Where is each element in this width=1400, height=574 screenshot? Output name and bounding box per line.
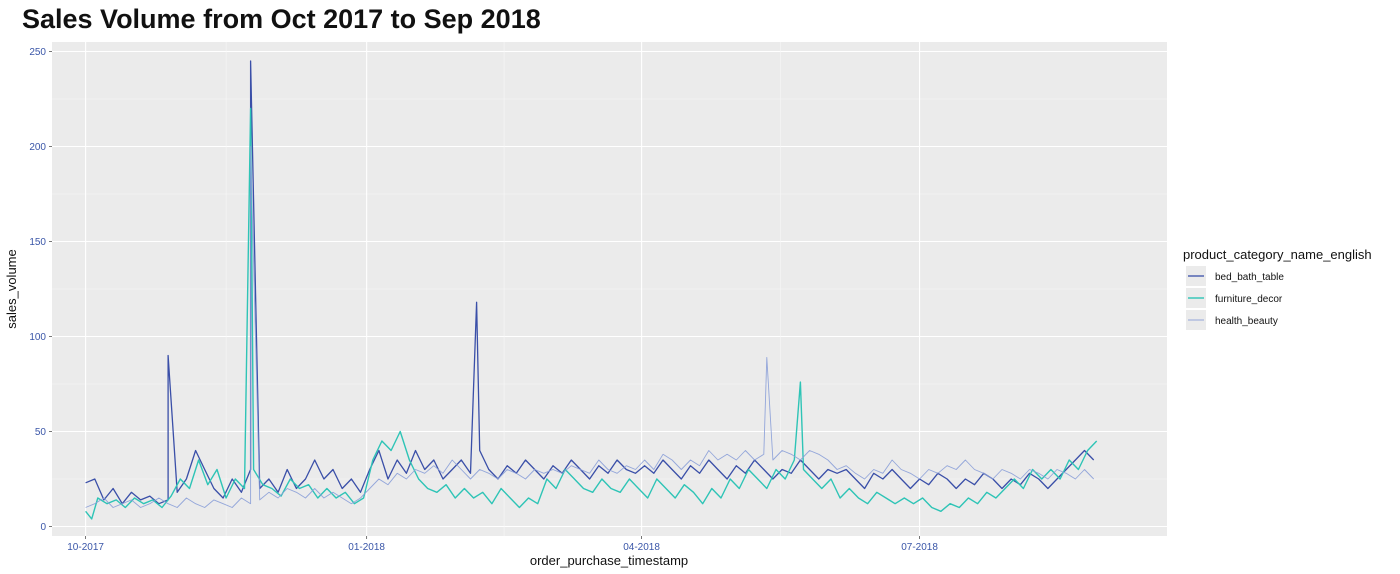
y-axis-title: sales_volume: [4, 249, 19, 329]
y-tick-label: 50: [35, 427, 47, 438]
x-tick-label: 04-2018: [623, 542, 660, 553]
legend-items: bed_bath_table furniture_decor health_beau…: [1186, 266, 1284, 330]
x-axis-title: order_purchase_timestamp: [530, 553, 688, 568]
legend: product_category_name_english bed_bath_t…: [1183, 247, 1372, 330]
series-line-bed-bath-table: [85, 60, 1095, 505]
series-lines: [85, 60, 1098, 520]
y-tick-label: 100: [29, 332, 46, 343]
x-tick-label: 07-2018: [901, 542, 938, 553]
y-tick-label: 250: [29, 47, 46, 58]
chart-title: Sales Volume from Oct 2017 to Sep 2018: [22, 4, 541, 34]
y-axis-ticks: 0 50 100 150 200 250: [29, 47, 52, 533]
y-tick-label: 200: [29, 142, 46, 153]
legend-label-furniture-decor: furniture_decor: [1215, 294, 1283, 305]
legend-title: product_category_name_english: [1183, 247, 1372, 262]
series-line-health-beauty: [85, 146, 1095, 508]
legend-label-health-beauty: health_beauty: [1215, 316, 1278, 327]
y-tick-label: 150: [29, 237, 46, 248]
grid-lines: [52, 42, 1167, 536]
y-tick-label: 0: [40, 522, 46, 533]
series-line-furniture-decor: [85, 107, 1098, 520]
x-tick-label: 01-2018: [348, 542, 385, 553]
x-axis-ticks: 10-2017 01-2018 04-2018 07-2018: [67, 536, 938, 553]
legend-label-bed-bath-table: bed_bath_table: [1215, 272, 1284, 283]
x-tick-label: 10-2017: [67, 542, 104, 553]
